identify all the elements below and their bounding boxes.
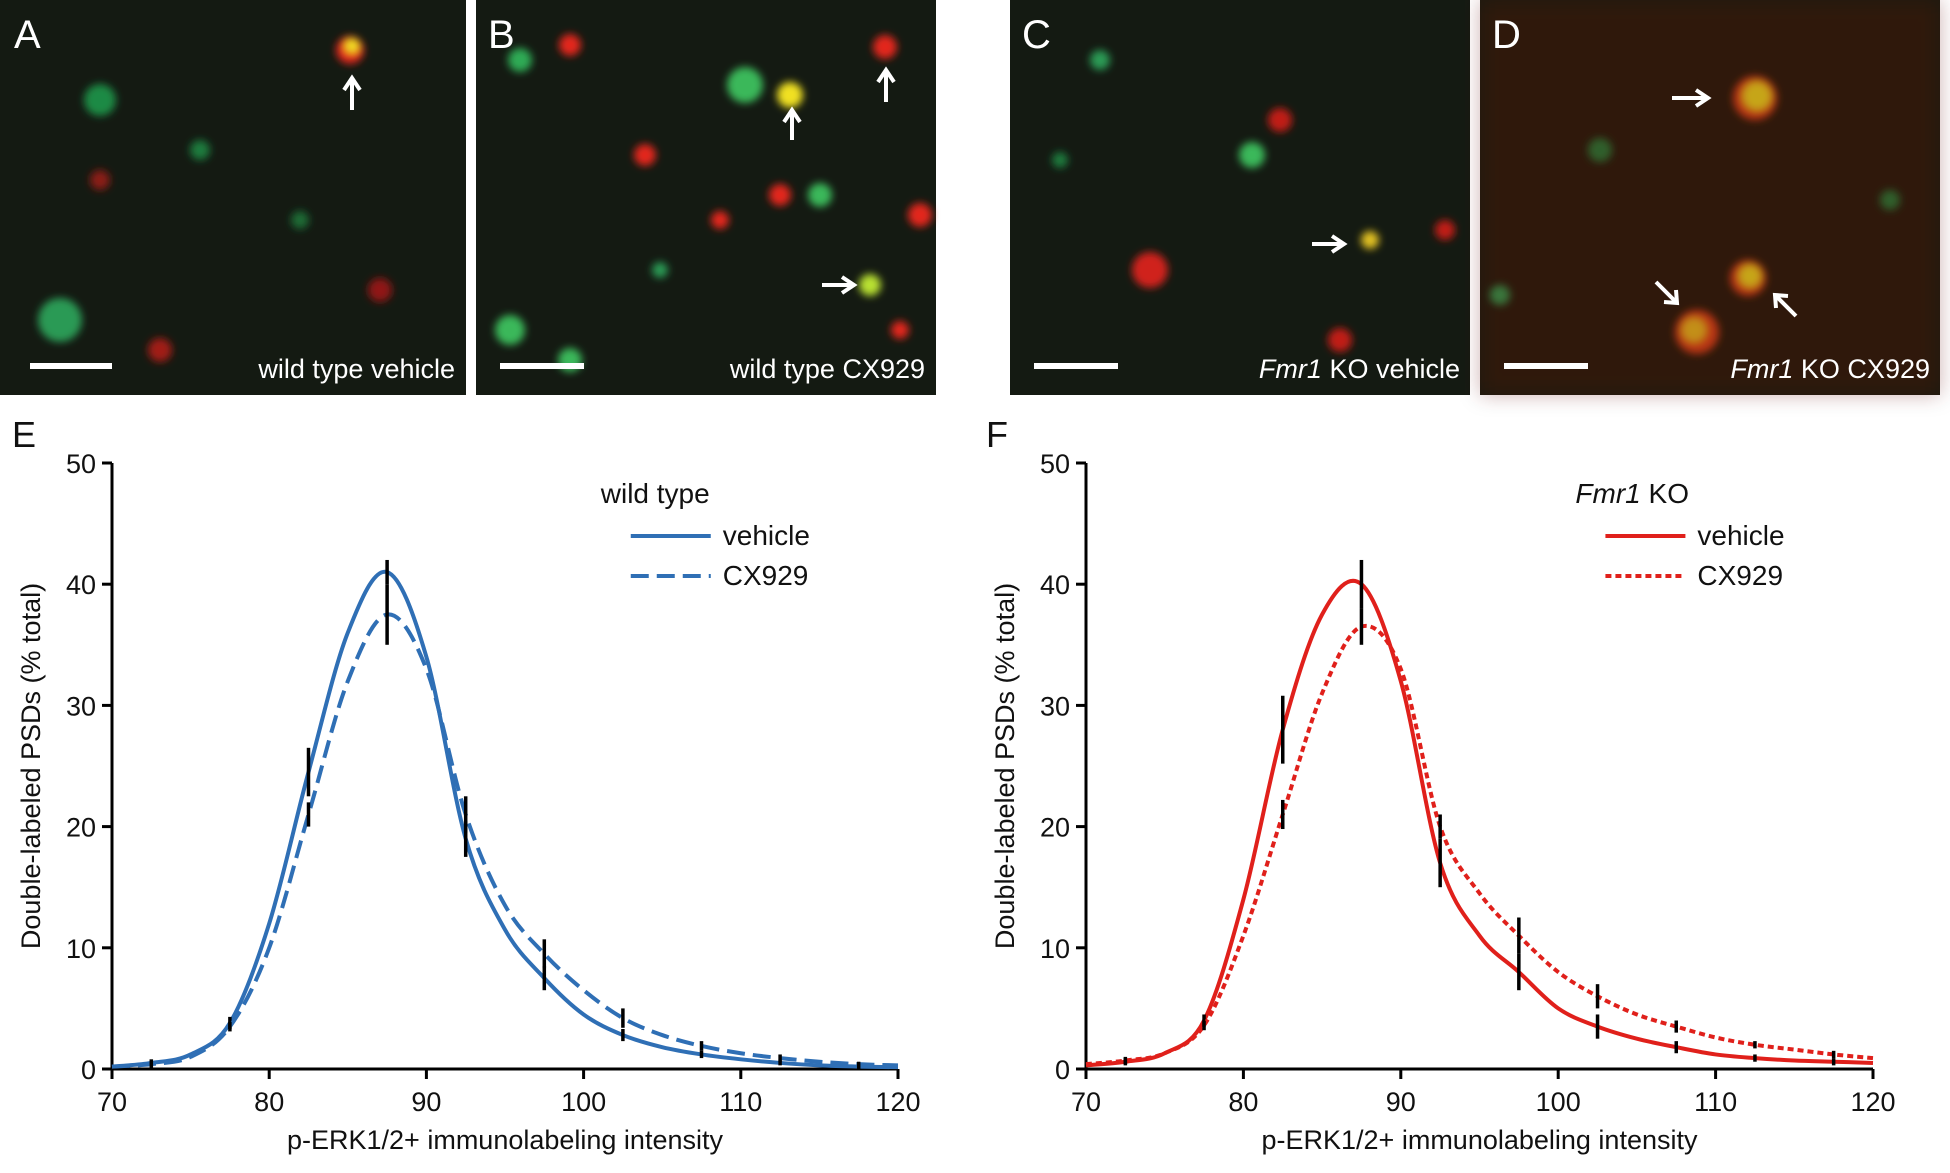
legend-label: vehicle — [723, 520, 810, 551]
y-tick-label: 30 — [66, 691, 96, 721]
micrograph — [476, 0, 936, 395]
y-tick-label: 40 — [1040, 570, 1070, 600]
panel-label: D — [1492, 13, 1521, 57]
legend-label: vehicle — [1697, 520, 1784, 551]
caption-text: KO vehicle — [1329, 354, 1460, 384]
x-tick-label: 100 — [561, 1087, 606, 1117]
x-axis-title: p-ERK1/2+ immunolabeling intensity — [1262, 1125, 1698, 1155]
panel-label: A — [14, 13, 41, 57]
x-tick-label: 100 — [1536, 1087, 1581, 1117]
caption-italic: Fmr1 — [1259, 354, 1322, 384]
panel-label: C — [1022, 13, 1051, 57]
y-tick-label: 0 — [81, 1055, 96, 1085]
series-line — [1085, 623, 1874, 1067]
legend-label: CX929 — [1697, 560, 1783, 591]
caption-italic: Fmr1 — [1730, 354, 1793, 384]
panel-caption: Fmr1 KO vehicle — [1259, 354, 1460, 384]
panel-label: E — [12, 414, 36, 455]
y-tick-label: 10 — [66, 934, 96, 964]
legend-title: wild type — [600, 478, 710, 509]
x-tick-label: 90 — [1386, 1087, 1416, 1117]
x-tick-label: 80 — [1228, 1087, 1258, 1117]
y-tick-label: 10 — [1040, 934, 1070, 964]
panel-label: F — [986, 414, 1008, 455]
x-axis-title: p-ERK1/2+ immunolabeling intensity — [287, 1125, 723, 1155]
micrograph — [0, 0, 466, 395]
panel-caption: Fmr1 KO CX929 — [1730, 354, 1930, 384]
y-tick-label: 50 — [66, 449, 96, 479]
legend-title-text: KO — [1649, 478, 1689, 509]
y-tick-label: 20 — [1040, 813, 1070, 843]
series-line — [111, 569, 899, 1070]
y-tick-label: 20 — [66, 813, 96, 843]
y-tick-label: 0 — [1055, 1055, 1070, 1085]
x-tick-label: 70 — [97, 1087, 127, 1117]
x-tick-label: 80 — [254, 1087, 284, 1117]
micrograph-panels: A B C D wild type vehicle wild type CX92… — [0, 0, 1940, 395]
x-tick-label: 120 — [875, 1087, 920, 1117]
series-line — [1085, 578, 1874, 1068]
y-axis-title: Double-labeled PSDs (% total) — [16, 583, 46, 949]
x-tick-label: 110 — [1694, 1087, 1737, 1117]
panel-caption: wild type CX929 — [729, 354, 925, 384]
legend-title-italic: Fmr1 — [1575, 478, 1640, 509]
x-tick-label: 110 — [719, 1087, 762, 1117]
micrograph — [1010, 0, 1470, 395]
micrograph — [1480, 0, 1940, 395]
legend-title: Fmr1 KO — [1575, 478, 1689, 509]
y-tick-label: 40 — [66, 570, 96, 600]
x-tick-label: 90 — [411, 1087, 441, 1117]
y-tick-label: 50 — [1040, 449, 1070, 479]
caption-text: KO CX929 — [1801, 354, 1930, 384]
x-tick-label: 120 — [1850, 1087, 1895, 1117]
legend-label: CX929 — [723, 560, 809, 591]
y-axis-title: Double-labeled PSDs (% total) — [990, 583, 1020, 949]
x-tick-label: 70 — [1071, 1087, 1101, 1117]
y-tick-label: 30 — [1040, 691, 1070, 721]
legend-title-text: wild type — [600, 478, 710, 509]
panel-caption: wild type vehicle — [257, 354, 455, 384]
series-line — [111, 612, 899, 1069]
panel-label: B — [488, 13, 515, 57]
